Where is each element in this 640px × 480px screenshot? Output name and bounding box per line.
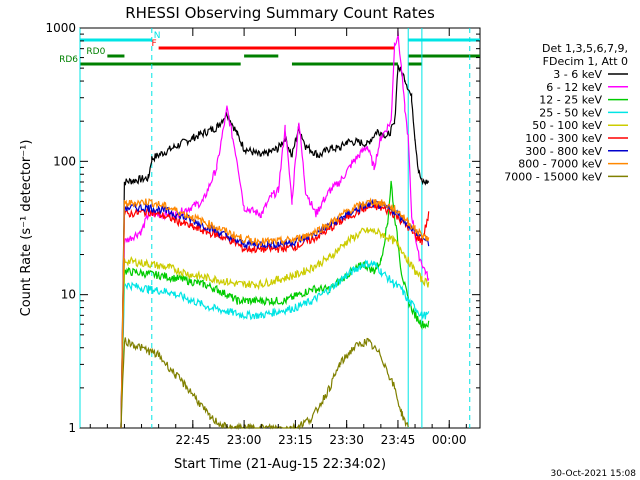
state-bar-label-n: N	[154, 31, 161, 41]
legend-label-3: 25 - 50 keV	[539, 106, 602, 119]
series-line-4	[120, 227, 430, 428]
axes: 22:45 23:00 23:15 23:30 23:45 00:00 1 10 100 1000	[45, 21, 480, 447]
legend-header-1: FDecim 1, Att 0	[543, 55, 628, 68]
x-tick-label-1: 23:00	[227, 433, 262, 447]
series-line-3	[120, 259, 430, 427]
y-tick-label-0: 1	[68, 421, 76, 435]
state-bar-label-f: F	[151, 39, 156, 49]
y-tick-label-1: 10	[61, 288, 76, 302]
series-lines	[120, 30, 430, 431]
state-bar-label-rd6: RD6	[59, 55, 78, 65]
series-line-5	[120, 202, 430, 429]
state-bar-label-rd0: RD0	[86, 47, 105, 57]
x-axis-label: Start Time (21-Aug-15 22:34:02)	[174, 457, 386, 472]
legend-label-5: 100 - 300 keV	[525, 132, 602, 145]
legend-label-6: 300 - 800 keV	[525, 145, 602, 158]
instrument-state-bars: NF RD0 RD6	[59, 31, 480, 66]
legend-label-8: 7000 - 15000 keV	[504, 170, 602, 183]
series-line-0	[120, 64, 430, 429]
series-line-1	[120, 30, 430, 429]
legend-header-0: Det 1,3,5,6,7,9,	[542, 42, 628, 55]
legend-label-1: 6 - 12 keV	[546, 81, 602, 94]
x-tick-label-4: 23:45	[381, 433, 416, 447]
x-tick-label-5: 00:00	[432, 433, 467, 447]
series-line-8	[120, 337, 409, 431]
footer-timestamp: 30-Oct-2021 15:08	[551, 469, 637, 479]
y-tick-label-2: 100	[53, 154, 76, 168]
legend-label-7: 800 - 7000 keV	[518, 158, 602, 171]
x-tick-label-0: 22:45	[176, 433, 211, 447]
legend: Det 1,3,5,6,7,9,FDecim 1, Att 03 - 6 keV…	[504, 42, 628, 183]
series-line-7	[120, 197, 430, 429]
y-axis-label: Count Rate (s⁻¹ detector⁻¹)	[19, 140, 34, 317]
chart-title: RHESSI Observing Summary Count Rates	[125, 4, 435, 22]
attenuator-marker-lines	[79, 28, 471, 428]
legend-label-2: 12 - 25 keV	[539, 94, 602, 107]
x-tick-label-2: 23:15	[278, 433, 313, 447]
x-tick-label-3: 23:30	[329, 433, 364, 447]
legend-label-4: 50 - 100 keV	[532, 119, 602, 132]
legend-label-0: 3 - 6 keV	[553, 68, 602, 81]
y-tick-label-3: 1000	[45, 21, 76, 35]
series-line-2	[120, 180, 430, 426]
